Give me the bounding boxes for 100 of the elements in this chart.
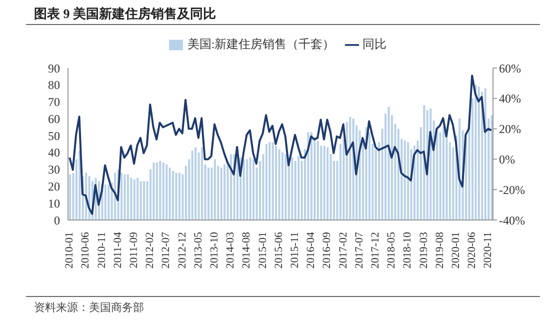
bar [275, 146, 278, 220]
x-tick-label: 2015-11 [288, 232, 301, 268]
bar [284, 154, 287, 220]
text: 资料来源：美国商务部 [34, 300, 144, 315]
x-tick-label: 2017-02 [337, 232, 350, 269]
x-tick-label: 2014-03 [224, 232, 237, 269]
bar [442, 127, 444, 220]
bar [484, 88, 486, 220]
bar [78, 150, 81, 220]
x-tick-label: 2015-06 [272, 232, 285, 269]
x-tick-label: 2017-07 [353, 232, 366, 269]
bar [194, 147, 197, 220]
bar [298, 156, 300, 220]
bar [69, 174, 71, 220]
bar [108, 184, 110, 220]
bar [272, 142, 274, 220]
bar [133, 179, 136, 220]
bar [323, 146, 326, 220]
x-tick-label: 2018-10 [402, 232, 414, 269]
x-tick-label: 2020-01 [450, 232, 462, 269]
y2-tick-label: 40% [499, 92, 521, 106]
bar [307, 132, 310, 220]
x-tick-label: 2013-05 [192, 232, 204, 269]
bar [407, 142, 410, 220]
y-tick-label: 20 [48, 179, 60, 194]
chart-title: 图表 9 美国新建住房销售及同比 [34, 5, 216, 23]
bar [474, 84, 477, 220]
bar [104, 184, 106, 220]
y2-tick-label: -20% [499, 182, 525, 197]
bar [156, 162, 158, 220]
bar [310, 132, 312, 220]
x-tick-label: 2019-08 [434, 232, 446, 269]
x-tick-label: 2011-09 [128, 232, 140, 268]
x-tick-label: 2014-08 [240, 232, 253, 269]
bar [201, 147, 204, 220]
y-tick-label: 0 [54, 213, 60, 228]
bar [246, 159, 248, 220]
y2-tick-label: 20% [499, 122, 521, 136]
bar [214, 159, 216, 220]
x-tick-label: 2010-01 [64, 232, 76, 269]
y2-tick-label: 0% [499, 152, 515, 166]
bar [152, 162, 155, 220]
bar [282, 152, 284, 220]
y-tick-label: 50 [48, 128, 60, 143]
x-tick-label: 2019-03 [418, 232, 430, 269]
bar [252, 159, 255, 220]
bar [143, 181, 146, 220]
bar [265, 144, 268, 220]
bar [249, 158, 252, 220]
x-tick-label: 2015-01 [256, 232, 269, 269]
x-tick-label: 2012-07 [160, 232, 172, 269]
x-tick-label: 2018-05 [386, 232, 398, 269]
x-tick-label: 2012-12 [176, 232, 188, 269]
y-tick-label: 90 [48, 61, 60, 76]
x-tick-label: 2017-12 [369, 232, 382, 269]
bar [120, 172, 123, 220]
y2-tick-label: 60% [499, 61, 521, 76]
bar [349, 116, 352, 220]
bar [124, 174, 126, 220]
y-tick-label: 60 [48, 112, 60, 126]
y-tick-label: 70 [48, 95, 60, 110]
bar [178, 172, 180, 220]
bar [220, 168, 222, 220]
x-tick-label: 2010-11 [96, 232, 108, 268]
y-tick-label: 30 [48, 162, 60, 177]
legend-label: 同比 [362, 37, 387, 51]
bar [166, 164, 168, 220]
bar [175, 172, 178, 220]
x-tick-label: 2016-09 [321, 232, 334, 269]
bar [326, 147, 329, 220]
x-tick-label: 2016-04 [305, 232, 318, 269]
bar [136, 178, 139, 220]
bar [162, 162, 164, 220]
bar [404, 140, 406, 220]
bar [191, 150, 194, 220]
bar [207, 168, 210, 220]
bar [114, 172, 116, 220]
bar [478, 86, 480, 220]
x-tick-label: 2020-06 [466, 232, 478, 269]
y2-tick-label: -40% [499, 213, 525, 228]
x-tick-label: 2010-06 [80, 232, 92, 269]
bar [130, 178, 132, 220]
y-tick-label: 80 [48, 78, 60, 92]
x-tick-label: 2012-02 [144, 232, 156, 269]
x-tick-label: 2020-11 [482, 232, 494, 268]
bar [278, 149, 280, 220]
bar [159, 160, 162, 220]
x-tick-label: 2013-10 [208, 232, 220, 269]
bar [224, 164, 226, 220]
bar [423, 105, 426, 220]
bar [388, 106, 390, 220]
bar [126, 174, 129, 220]
bar [316, 140, 319, 220]
bar [140, 181, 142, 220]
x-tick-label: 2011-04 [112, 232, 124, 268]
y-tick-label: 10 [48, 196, 60, 210]
y-tick-label: 40 [48, 146, 60, 160]
bar [168, 168, 171, 220]
bar [268, 142, 271, 220]
bar [172, 171, 174, 220]
